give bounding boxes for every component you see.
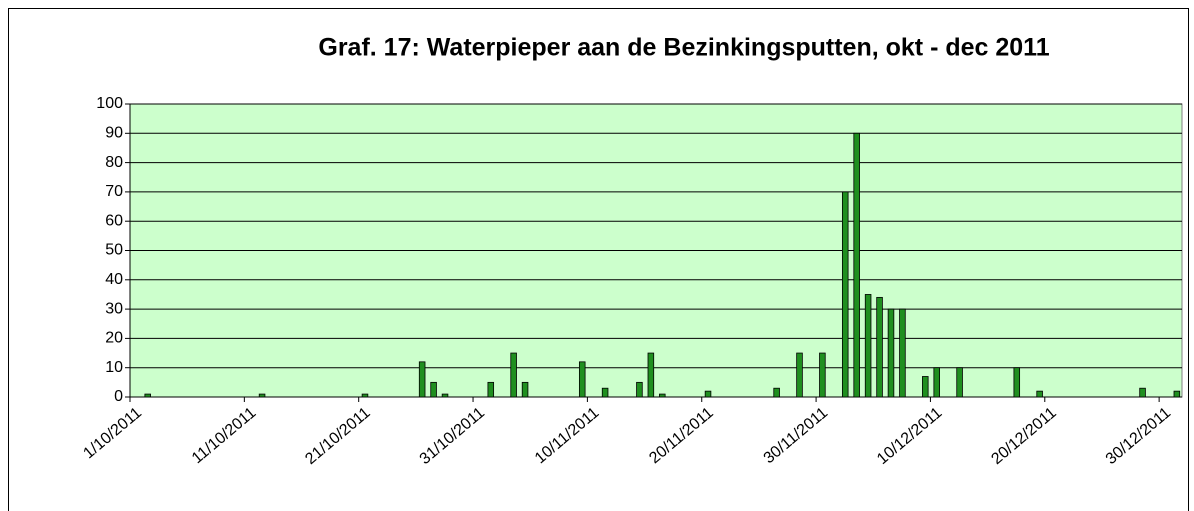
bar	[510, 352, 517, 398]
bar	[1139, 387, 1146, 398]
bar	[144, 393, 151, 398]
bar	[796, 352, 803, 398]
y-tick-label: 10	[105, 359, 123, 376]
bar	[601, 387, 609, 398]
bar	[487, 381, 495, 398]
bar	[956, 367, 963, 398]
bar	[864, 294, 872, 398]
bar	[922, 376, 929, 398]
bar	[933, 367, 940, 398]
y-tick-label: 30	[105, 300, 123, 317]
bar	[636, 381, 643, 398]
bar	[418, 361, 426, 398]
bar	[1013, 367, 1021, 398]
bar	[647, 352, 655, 398]
bar	[258, 393, 266, 398]
y-tick-label: 90	[105, 125, 123, 142]
bar	[1036, 390, 1043, 398]
bar	[853, 132, 860, 398]
chart-title: Graf. 17: Waterpieper aan de Bezinkingsp…	[318, 34, 1049, 62]
y-tick-label: 50	[105, 242, 123, 259]
bar	[704, 390, 712, 398]
y-tick-label: 80	[105, 154, 123, 171]
bar	[659, 393, 666, 398]
bar	[430, 381, 437, 398]
y-tick-label: 0	[114, 388, 123, 405]
bar	[578, 361, 586, 398]
bar	[521, 381, 529, 398]
y-tick-label: 100	[96, 95, 123, 112]
bar	[441, 393, 449, 398]
bar	[819, 352, 826, 398]
bar	[876, 296, 883, 398]
y-tick-label: 40	[105, 271, 123, 288]
y-tick-label: 60	[105, 212, 123, 229]
bar	[1173, 390, 1181, 398]
y-tick-label: 70	[105, 183, 123, 200]
bar	[773, 387, 780, 398]
bar	[899, 308, 906, 398]
bar	[841, 191, 849, 398]
y-tick-label: 20	[105, 330, 123, 347]
bar	[361, 393, 369, 398]
bar	[887, 308, 895, 398]
